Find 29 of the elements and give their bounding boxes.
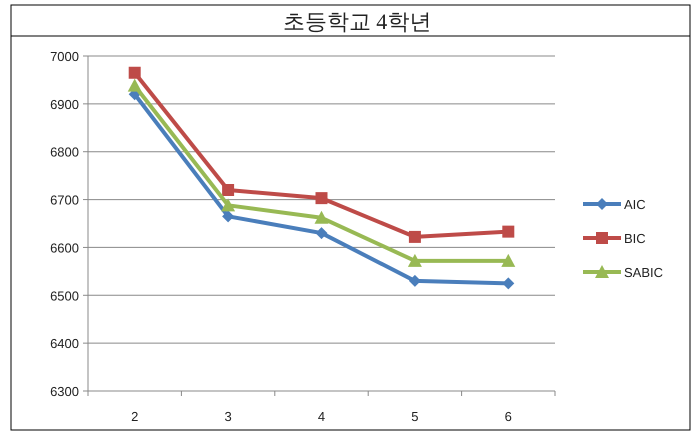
y-tick-label: 6800 [50,144,79,160]
chart-title: 초등학교 4학년 [282,9,432,34]
point [222,184,234,196]
point [314,210,328,224]
legend-label: BIC [624,231,646,246]
point [316,192,328,204]
point [128,66,141,79]
x-tick-label: 6 [504,409,512,424]
y-tick-label: 6300 [50,384,79,399]
legend-label: AIC [624,197,646,212]
point [316,227,328,240]
x-tick-label: 5 [411,409,419,424]
y-tick-label: 6700 [50,192,79,208]
x-tick-label: 2 [131,409,138,424]
point [408,230,421,243]
point [502,226,514,238]
y-tick-label: 6500 [50,288,79,304]
x-tick-label: 4 [318,409,326,424]
x-tick-label: 3 [224,409,232,424]
point [408,254,422,267]
legend-label: SABIC [624,265,664,280]
y-tick-label: 6900 [50,96,79,112]
point [128,78,142,92]
point [222,210,234,222]
point [221,198,236,212]
point [501,254,516,267]
y-tick-label: 6400 [50,336,79,352]
y-tick-label: 6600 [50,240,79,256]
y-tick-label: 7000 [50,49,79,64]
